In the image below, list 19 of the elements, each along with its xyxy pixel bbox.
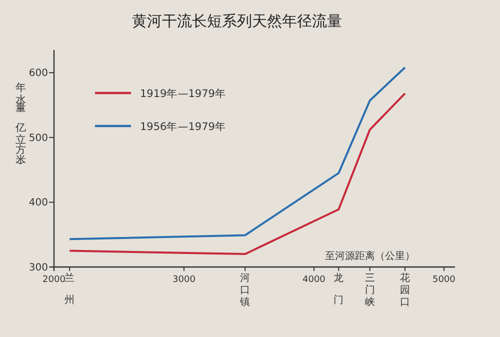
x-axis-title: 至河源距离（公里） <box>325 250 415 262</box>
x-tick-label: 三门峡 <box>364 273 375 308</box>
x-tick-label: 4000 <box>302 275 326 285</box>
x-tick-label: 2000 <box>42 275 66 285</box>
x-tick-label: 5000 <box>432 275 456 285</box>
y-tick-label: 600 <box>28 68 48 80</box>
y-axis-title: 年水量（亿立方米） <box>14 74 26 165</box>
x-tick-label: 兰州 <box>64 272 75 306</box>
y-tick-label: 400 <box>28 198 48 209</box>
line-series <box>68 66 406 240</box>
x-tick-label: 河口镇 <box>239 272 250 308</box>
y-tick-label: 500 <box>28 132 48 144</box>
legend-label: 1956年—1979年 <box>140 121 226 133</box>
x-tick-label: 3000 <box>172 275 196 285</box>
chart-title: 黄河干流长短系列天然年径流量 <box>132 12 342 30</box>
x-tick-label: 花园口 <box>400 272 410 308</box>
legend-label: 1919年—1979年 <box>140 88 226 100</box>
x-tick-label: 龙门 <box>334 272 344 306</box>
y-tick-label: 300 <box>28 262 48 274</box>
